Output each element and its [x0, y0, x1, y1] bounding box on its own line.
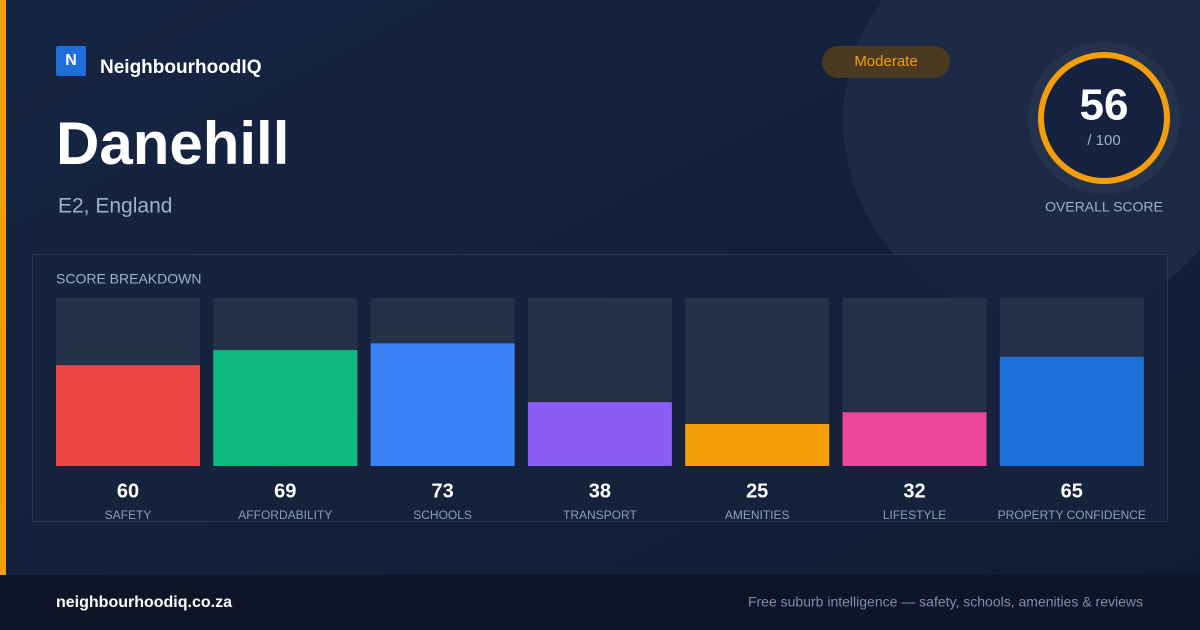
- bar: [527, 402, 672, 466]
- logo-letter: N: [65, 52, 77, 69]
- value-label: 73: [431, 480, 453, 502]
- footer-site: neighbourhoodiq.co.za: [56, 594, 232, 611]
- category-label: SAFETY: [105, 508, 152, 522]
- accent-stripe: [0, 0, 6, 575]
- bars: 60 SAFETY 69 AFFORDABILITY 73 SCHOOLS 38 TRANSP…: [56, 298, 1146, 522]
- place-location: E2, England: [58, 195, 172, 218]
- bar: [370, 343, 515, 466]
- category-label: TRANSPORT: [563, 508, 637, 522]
- value-label: 65: [1061, 480, 1083, 502]
- footer: [0, 575, 1200, 630]
- badge-text: Moderate: [854, 53, 917, 70]
- score-ring: [1038, 52, 1170, 184]
- bar: [842, 412, 987, 466]
- value-label: 60: [117, 480, 139, 502]
- overall-label: OVERALL SCORE: [1045, 199, 1163, 215]
- value-label: 25: [746, 480, 768, 502]
- bar: [999, 356, 1144, 466]
- footer-tagline: Free suburb intelligence — safety, schoo…: [748, 594, 1143, 610]
- badge: [822, 46, 950, 78]
- category-label: AFFORDABILITY: [238, 508, 332, 522]
- category-label: SCHOOLS: [413, 508, 472, 522]
- category-label: AMENITIES: [725, 508, 790, 522]
- category-label: LIFESTYLE: [883, 508, 946, 522]
- breakdown-title: SCORE BREAKDOWN: [56, 271, 201, 287]
- bar: [685, 424, 830, 466]
- value-label: 69: [274, 480, 296, 502]
- place-name: Danehill: [56, 110, 289, 177]
- overall-suffix: / 100: [1087, 132, 1120, 149]
- bar: [213, 350, 358, 466]
- value-label: 32: [903, 480, 925, 502]
- category-label: PROPERTY CONFIDENCE: [998, 508, 1146, 522]
- brand-name: NeighbourhoodIQ: [100, 57, 261, 78]
- value-label: 38: [589, 480, 611, 502]
- logo: [56, 46, 86, 76]
- bar: [56, 365, 200, 466]
- overall-score: 56: [1080, 81, 1129, 130]
